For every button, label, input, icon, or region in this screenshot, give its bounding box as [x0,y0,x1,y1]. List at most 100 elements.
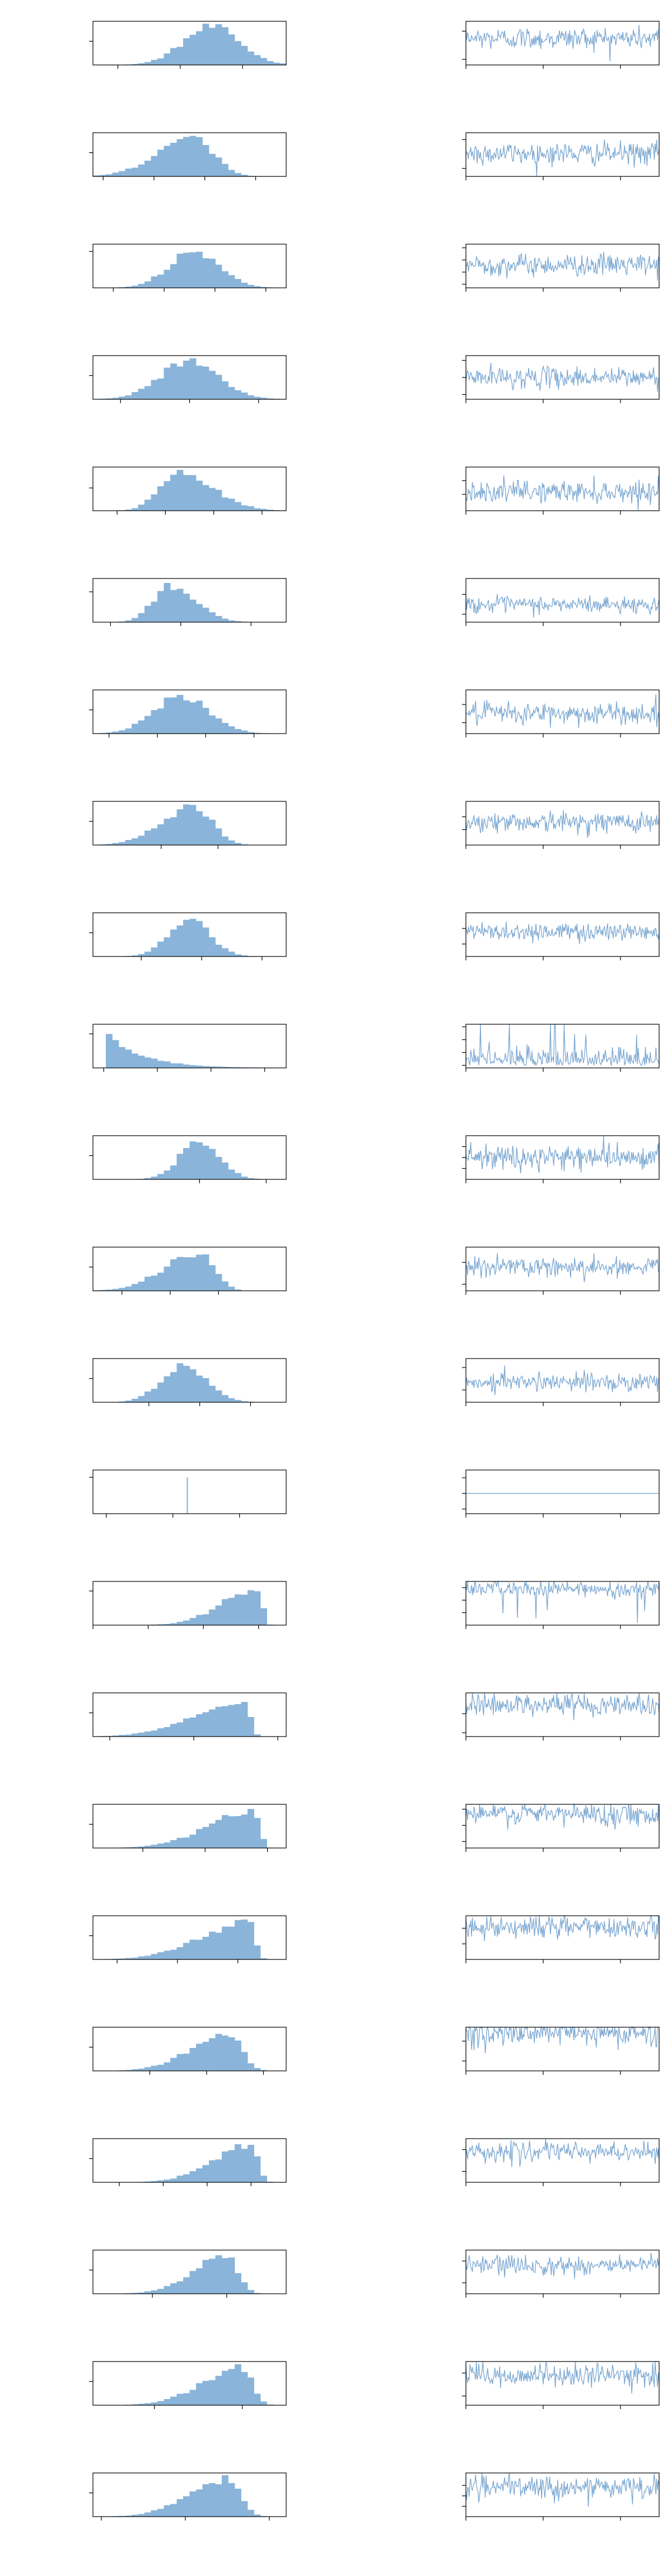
param-6-hist-bar [164,583,171,622]
param-11-trace-line [466,1136,659,1173]
param-6-hist-bar [203,608,209,622]
param-7-hist-bar [144,716,151,734]
param-7-hist-bar [228,726,235,734]
param-13-hist-bar [170,1372,177,1402]
param-6-hist-bar [183,594,190,622]
param-2-hist-bar [113,172,119,176]
param-13-hist-bar [209,1386,216,1402]
param-2-hist-bar [151,156,158,176]
param-23-hist-bar [177,2499,184,2517]
param-5-hist-bar [170,475,177,511]
param-22-hist-bar [190,2390,197,2405]
param-20-trace-line [466,2139,659,2167]
param-13-hist-bar [235,1400,241,1402]
param-7-hist-bar [157,708,164,734]
param-4-hist-bar [228,387,235,399]
param-11-hist-bar [177,1154,184,1179]
param-4-hist-bar [119,396,125,399]
param-16-hist-bar [151,1730,158,1737]
param-7-hist-bar [235,729,241,734]
param-5-hist-bar [235,502,241,511]
param-3-hist-bar [151,277,158,288]
param-19-hist-bar [222,2036,228,2071]
param-5-hist-bar [164,481,171,511]
param-9-hist-bar [138,954,145,956]
param-15-hist-bar [228,1598,235,1625]
param-15-hist-bar [183,1621,190,1625]
param-23-hist-bar [248,2510,254,2517]
param-17-hist-bar [235,1816,241,1848]
param-8-hist-bar [132,838,138,845]
param-15-hist-bar [196,1615,203,1625]
param-1-trace-line [466,25,659,62]
param-15-trace-frame [466,1581,659,1625]
param-18-hist-bar [216,1933,222,1959]
param-9-hist-bar [196,921,203,956]
param-6-hist-bar [144,606,151,622]
param-18-hist-bar [241,1920,248,1959]
param-19-hist-bar [157,2065,164,2071]
param-22-hist-bar [157,2401,164,2405]
param-7-hist-bar [170,697,177,734]
param-11-hist-bar [157,1174,164,1179]
param-22-hist-bar [183,2393,190,2405]
param-2-hist-bar [119,171,125,176]
param-7-hist-bar [164,698,171,734]
param-9-hist-bar [170,930,177,956]
param-7-hist-bar [241,731,248,734]
param-18-hist-bar [209,1931,216,1959]
param-19-hist-bar [170,2058,177,2071]
param-6-hist-bar [132,618,138,622]
param-11-hist-bar [183,1148,190,1179]
param-16-hist-bar [209,1710,216,1737]
param-16-hist-bar [222,1706,228,1737]
param-19-hist-bar [144,2067,151,2071]
param-7-hist-bar [190,702,197,734]
param-10-hist-bar [144,1057,151,1068]
param-18-hist-bar [190,1940,197,1959]
param-5-hist-bar [183,475,190,511]
param-6-hist-bar [157,591,164,622]
param-8-hist-bar [228,841,235,845]
param-12-hist-bar [228,1287,235,1291]
param-13-hist-bar [183,1366,190,1402]
param-16-hist-bar [132,1734,138,1737]
param-13-hist-bar [151,1389,158,1402]
param-17-hist-bar [196,1829,203,1848]
param-9-hist-bar [228,951,235,956]
param-7-hist-bar [177,695,184,734]
param-20-hist-bar [164,2180,171,2182]
param-22-hist-bar [260,2401,267,2405]
param-16-hist-bar [157,1728,164,1737]
param-21-hist-bar [235,2273,241,2294]
param-20-hist-bar [203,2165,209,2182]
param-15-hist-bar [248,1590,254,1625]
param-12-hist-bar [183,1257,190,1291]
param-3-hist-bar [241,283,248,288]
param-23-hist-bar [209,2483,216,2517]
param-4-hist-bar [183,361,190,399]
param-16-hist-bar [241,1702,248,1737]
param-15-hist-bar [177,1622,184,1625]
param-17-hist-bar [144,1846,151,1848]
param-22-hist-bar [203,2381,209,2405]
param-19-hist-bar [216,2034,222,2071]
param-7-hist-bar [222,723,228,734]
param-4-hist-bar [125,395,132,399]
param-2-hist-bar [170,143,177,176]
param-19-hist-bar [164,2062,171,2071]
param-2-hist-bar [157,150,164,176]
param-21-hist-bar [203,2260,209,2294]
param-15-hist-bar [203,1614,209,1625]
param-5-trace-line [466,475,659,511]
param-7-hist-bar [138,721,145,734]
param-12-hist-bar [222,1281,228,1291]
param-2-hist-bar [190,136,197,176]
param-18-hist-bar [144,1956,151,1959]
param-7-hist-bar [151,710,158,734]
param-1-hist-bar [254,55,261,65]
param-19-hist-bar [151,2066,158,2071]
param-18-hist-bar [151,1954,158,1959]
param-18-hist-bar [203,1937,209,1959]
